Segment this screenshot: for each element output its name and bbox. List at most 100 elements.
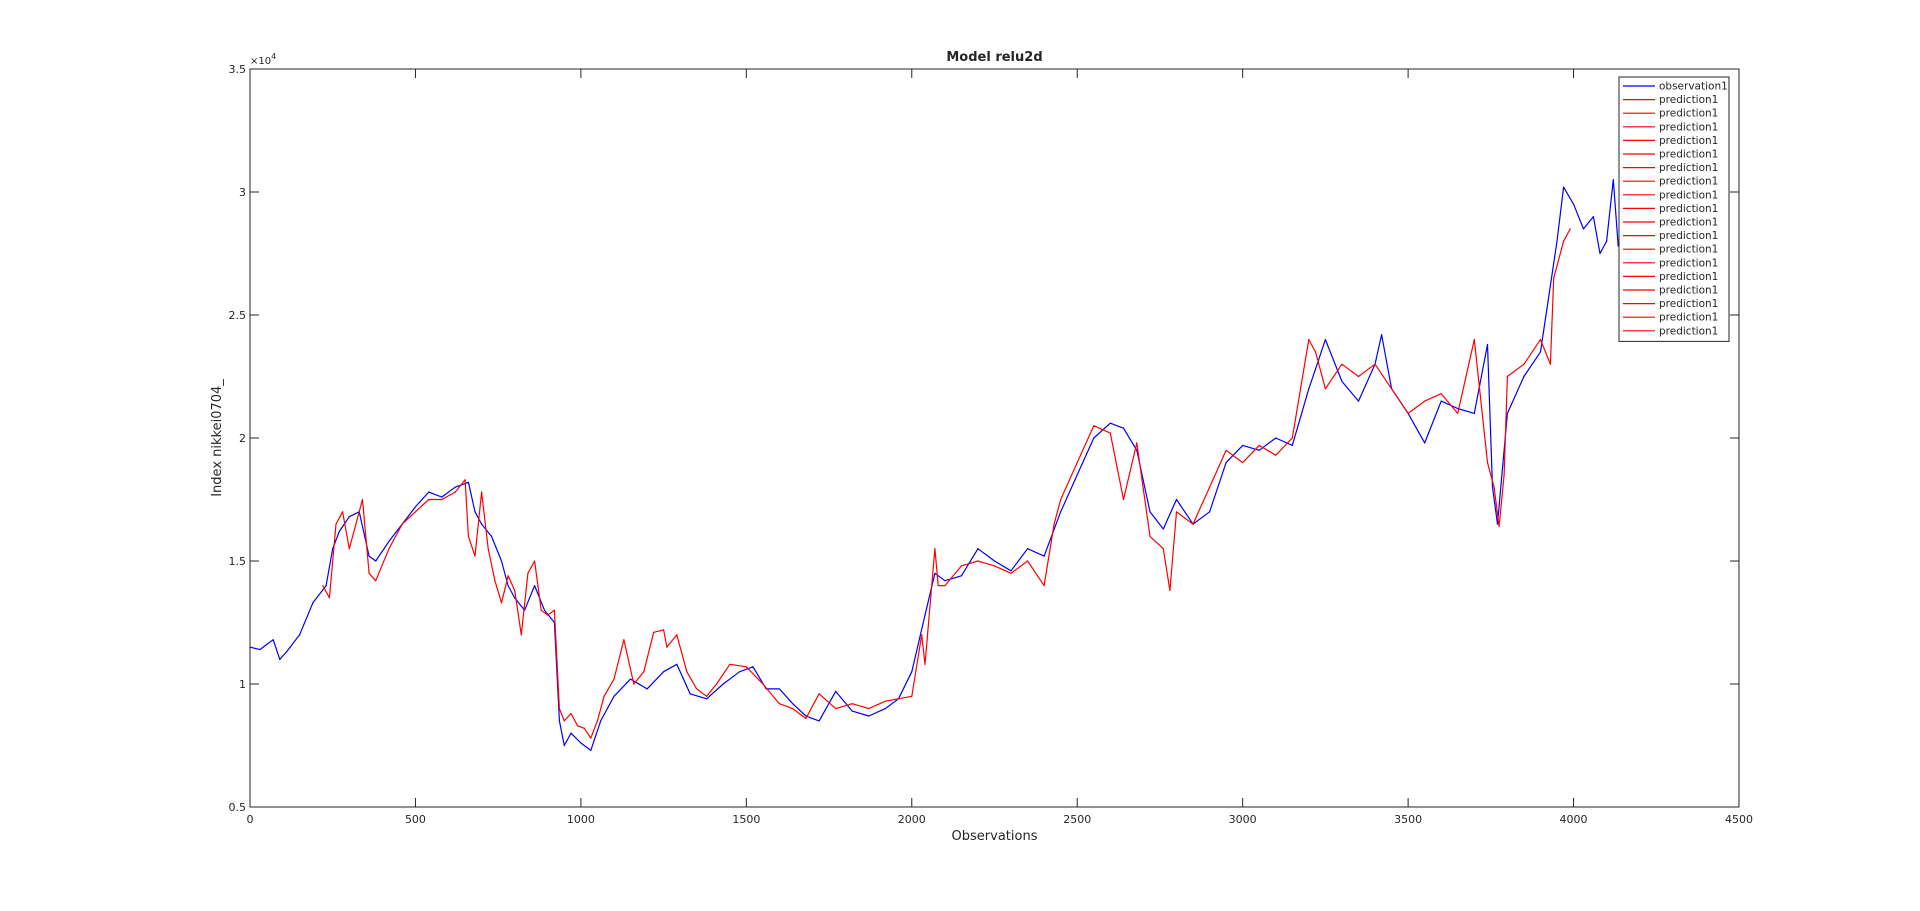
data-point-prediction1 bbox=[805, 717, 807, 720]
x-tick-label: 500 bbox=[405, 813, 426, 826]
data-point-observation1 bbox=[778, 688, 781, 690]
data-point-prediction1 bbox=[563, 720, 565, 722]
data-point-observation1 bbox=[1592, 216, 1595, 218]
data-point-observation1 bbox=[338, 530, 340, 533]
data-point-observation1 bbox=[1563, 186, 1565, 188]
data-point-observation1 bbox=[752, 666, 754, 668]
data-point-observation1 bbox=[1491, 486, 1494, 488]
data-point-prediction1 bbox=[934, 548, 936, 550]
data-point-observation1 bbox=[299, 634, 301, 636]
series-lines bbox=[249, 179, 1619, 752]
data-point-observation1 bbox=[414, 506, 417, 508]
data-point-observation1 bbox=[600, 720, 602, 722]
data-point-prediction1 bbox=[514, 589, 516, 592]
data-point-observation1 bbox=[441, 496, 443, 498]
data-point-prediction1 bbox=[643, 671, 645, 673]
legend-label: prediction1 bbox=[1659, 271, 1718, 283]
data-point-prediction1 bbox=[1563, 240, 1565, 242]
legend-label: prediction1 bbox=[1659, 217, 1718, 229]
data-point-prediction1 bbox=[533, 560, 536, 562]
data-point-prediction1 bbox=[729, 663, 731, 665]
data-point-prediction1 bbox=[1498, 525, 1500, 528]
data-point-prediction1 bbox=[1569, 228, 1571, 230]
y-tick-label: 1 bbox=[239, 678, 246, 691]
data-point-observation1 bbox=[533, 585, 536, 587]
data-point-observation1 bbox=[1010, 570, 1012, 572]
data-point-prediction1 bbox=[335, 523, 337, 525]
data-point-prediction1 bbox=[937, 585, 939, 587]
data-point-prediction1 bbox=[414, 511, 417, 513]
data-point-prediction1 bbox=[851, 703, 853, 705]
data-point-observation1 bbox=[1523, 375, 1525, 378]
data-point-prediction1 bbox=[1407, 412, 1409, 414]
legend-label: prediction1 bbox=[1659, 325, 1718, 337]
data-point-prediction1 bbox=[1506, 375, 1508, 378]
x-tick-label: 3000 bbox=[1229, 813, 1257, 826]
data-point-observation1 bbox=[1060, 511, 1062, 513]
data-point-observation1 bbox=[249, 646, 251, 648]
y-tick-label: 2 bbox=[239, 432, 246, 445]
data-point-prediction1 bbox=[792, 708, 794, 710]
data-point-prediction1 bbox=[715, 683, 718, 685]
data-point-observation1 bbox=[590, 749, 592, 752]
data-point-prediction1 bbox=[1457, 412, 1459, 414]
y-exponent-base: ×10 bbox=[250, 56, 271, 67]
data-point-prediction1 bbox=[540, 609, 542, 611]
data-point-prediction1 bbox=[1549, 363, 1551, 365]
data-point-observation1 bbox=[1242, 444, 1244, 446]
data-point-observation1 bbox=[629, 678, 632, 680]
legend: observation1prediction1prediction1predic… bbox=[1618, 76, 1730, 342]
x-tick-label: 2000 bbox=[898, 813, 926, 826]
legend-label: prediction1 bbox=[1659, 244, 1718, 256]
data-point-prediction1 bbox=[1162, 548, 1164, 550]
data-point-prediction1 bbox=[603, 695, 605, 697]
data-point-prediction1 bbox=[676, 634, 678, 636]
data-point-observation1 bbox=[375, 560, 377, 562]
data-point-prediction1 bbox=[1192, 523, 1194, 525]
data-point-prediction1 bbox=[696, 688, 698, 690]
legend-label: prediction1 bbox=[1659, 203, 1718, 215]
data-point-prediction1 bbox=[464, 479, 466, 481]
data-point-observation1 bbox=[706, 698, 708, 700]
data-point-observation1 bbox=[868, 715, 870, 717]
data-point-prediction1 bbox=[481, 491, 483, 493]
data-point-observation1 bbox=[1275, 437, 1277, 439]
data-point-observation1 bbox=[1582, 228, 1585, 230]
legend-label: prediction1 bbox=[1659, 94, 1718, 106]
data-point-prediction1 bbox=[547, 614, 549, 616]
data-point-observation1 bbox=[312, 602, 314, 604]
data-point-prediction1 bbox=[1440, 393, 1442, 395]
data-point-observation1 bbox=[1076, 474, 1078, 476]
data-point-prediction1 bbox=[884, 700, 886, 702]
data-point-prediction1 bbox=[583, 727, 585, 729]
data-point-prediction1 bbox=[835, 708, 837, 710]
data-point-observation1 bbox=[580, 742, 582, 744]
data-point-prediction1 bbox=[1374, 363, 1376, 365]
data-point-observation1 bbox=[676, 663, 678, 665]
data-point-prediction1 bbox=[897, 698, 900, 700]
data-point-prediction1 bbox=[666, 646, 668, 648]
data-point-observation1 bbox=[934, 572, 936, 574]
data-point-observation1 bbox=[348, 516, 350, 518]
y-tick-label: 3 bbox=[239, 186, 246, 199]
data-point-observation1 bbox=[490, 535, 493, 538]
legend-label: observation1 bbox=[1659, 81, 1728, 93]
axis-ticks: 0 500 1000 1500 2000 2500 3000 3500 4000 4500 0.5 1… bbox=[229, 63, 1754, 826]
data-point-observation1 bbox=[272, 639, 274, 641]
data-point-prediction1 bbox=[1539, 339, 1542, 341]
data-point-observation1 bbox=[467, 481, 469, 483]
data-point-prediction1 bbox=[818, 693, 820, 695]
data-point-observation1 bbox=[1308, 388, 1310, 390]
data-point-observation1 bbox=[1599, 252, 1601, 255]
data-point-prediction1 bbox=[1010, 572, 1012, 574]
data-point-prediction1 bbox=[487, 548, 489, 550]
data-point-observation1 bbox=[1109, 422, 1111, 424]
data-point-observation1 bbox=[689, 693, 691, 695]
y-exponent-power: 4 bbox=[271, 52, 276, 61]
legend-label: prediction1 bbox=[1659, 189, 1718, 201]
data-point-observation1 bbox=[259, 648, 261, 651]
data-point-prediction1 bbox=[322, 585, 324, 587]
data-point-prediction1 bbox=[944, 585, 946, 587]
data-point-prediction1 bbox=[1242, 462, 1244, 464]
data-point-observation1 bbox=[646, 688, 648, 690]
